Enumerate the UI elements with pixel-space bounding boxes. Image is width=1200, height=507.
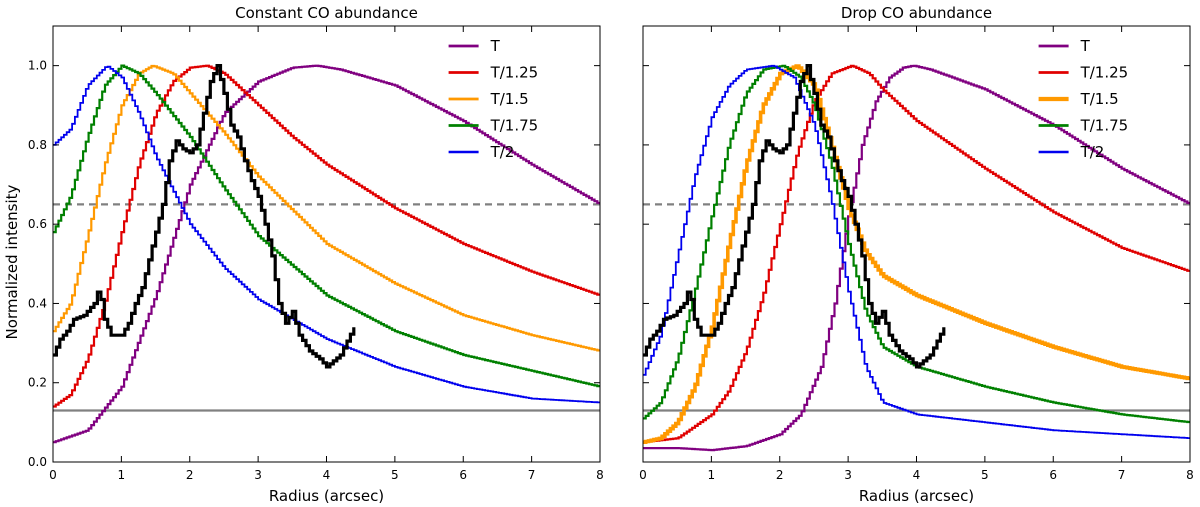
x-tick-label: 7 [528,468,536,482]
series-t-line [53,64,600,444]
series-t-1_75-line [53,64,600,388]
x-tick-label: 3 [254,468,262,482]
chart-panel-constant: 0 1 2 3 4 5 6 7 8 0.0 0.2 0.4 0.6 0.8 1.0 Constant CO a… [28,4,604,505]
y-tick-label: 0.4 [28,296,47,310]
x-tick-label: 1 [708,468,716,482]
x-tick-label: 7 [1118,468,1126,482]
x-tick-label: 5 [391,468,399,482]
x-tick-label: 8 [596,468,604,482]
y-tick-label: 0.8 [28,138,47,152]
y-tick-label: 0.0 [28,455,47,469]
y-tick-label: 0.2 [28,376,47,390]
legend-entry: T/1.75 [1080,117,1129,135]
legend-entry: T/1.5 [1080,90,1119,108]
x-tick-label: 0 [49,468,57,482]
x-tick-label: 5 [981,468,989,482]
series-t-1_5-line [643,64,1190,444]
x-tick-label: 4 [913,468,921,482]
legend-entry: T/1.75 [490,117,539,135]
legend-entry: T [1080,37,1091,55]
x-tick-label: 1 [118,468,126,482]
y-axis-label: Normalized intensity [3,184,21,339]
legend-entry: T/2 [1080,143,1105,161]
x-tick-label: 4 [323,468,331,482]
x-axis-label: Radius (arcsec) [859,487,974,505]
series-t-2-line [643,64,1190,439]
legend: T T/1.25 T/1.5 T/1.75 T/2 [1038,37,1129,161]
y-tick-label: 0.6 [28,217,47,231]
x-tick-label: 8 [1186,468,1194,482]
x-tick-label: 2 [186,468,194,482]
x-tick-label: 6 [459,468,467,482]
x-tick-label: 6 [1049,468,1057,482]
x-tick-label: 3 [844,468,852,482]
y-tick-label: 1.0 [28,59,47,73]
legend-entry: T/1.25 [1080,64,1129,82]
legend-entry: T/1.5 [490,90,529,108]
series-t-line [643,64,1190,452]
observed-profile-line [643,63,946,369]
x-tick-label: 0 [639,468,647,482]
series-t-1_25-line [643,64,1190,444]
x-tick-label: 2 [776,468,784,482]
legend-entry: T [490,37,501,55]
series-t-2-line [53,65,600,404]
legend: T T/1.25 T/1.5 T/1.75 T/2 [448,37,539,161]
observed-profile-line [53,63,356,369]
legend-entry: T/1.25 [490,64,539,82]
chart-title: Constant CO abundance [235,4,418,22]
chart-title: Drop CO abundance [841,4,992,22]
series-t-1_25-line [53,64,600,408]
x-axis-label: Radius (arcsec) [269,487,384,505]
chart-panel-drop: 0 1 2 3 4 5 6 7 8 Drop CO abundance Radius (arcsec… [639,4,1194,505]
series-t-1_5-line [53,64,600,352]
legend-entry: T/2 [490,143,515,161]
